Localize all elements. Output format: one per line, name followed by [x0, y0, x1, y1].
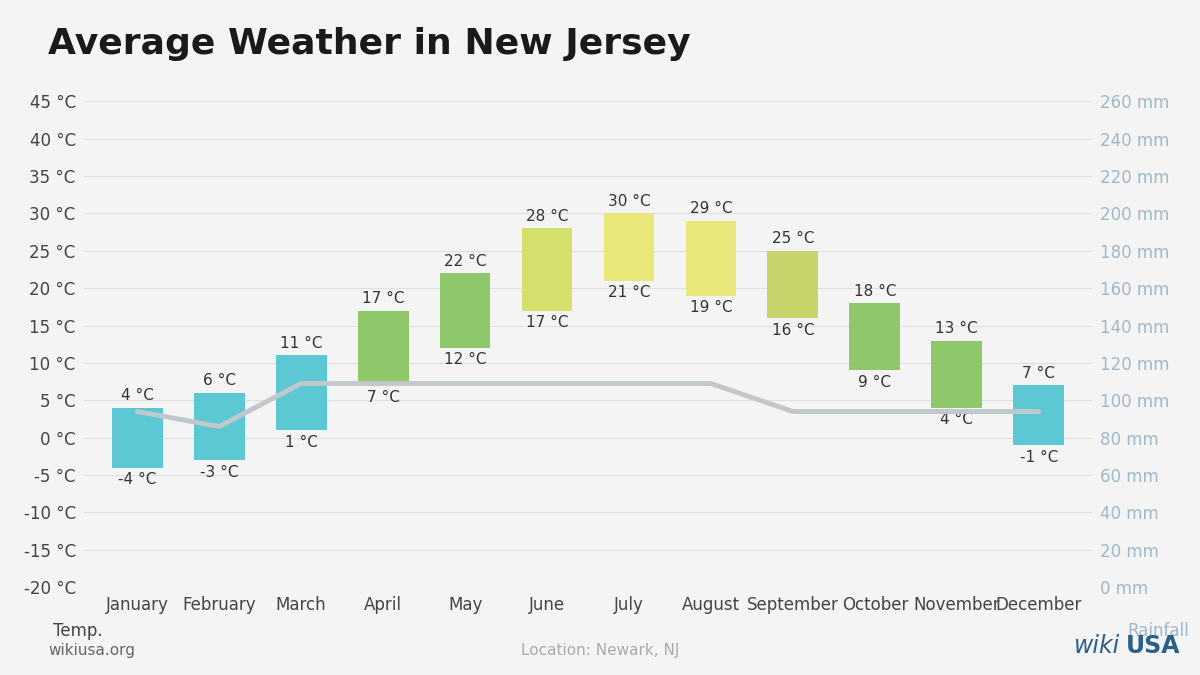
Text: 4 °C: 4 °C: [941, 412, 973, 427]
Text: USA: USA: [1126, 634, 1180, 658]
Text: 12 °C: 12 °C: [444, 352, 486, 367]
Text: 17 °C: 17 °C: [526, 315, 569, 330]
Text: 18 °C: 18 °C: [853, 284, 896, 298]
Text: -3 °C: -3 °C: [200, 464, 239, 480]
Text: 28 °C: 28 °C: [526, 209, 569, 224]
Bar: [1013, 385, 1064, 446]
Text: 4 °C: 4 °C: [121, 388, 154, 404]
Text: wikiusa.org: wikiusa.org: [48, 643, 134, 658]
Text: 22 °C: 22 °C: [444, 254, 486, 269]
Text: Rainfall: Rainfall: [1127, 622, 1189, 640]
Bar: [439, 273, 491, 348]
Bar: [522, 228, 572, 310]
Text: 6 °C: 6 °C: [203, 373, 235, 388]
Text: 30 °C: 30 °C: [607, 194, 650, 209]
Text: 13 °C: 13 °C: [936, 321, 978, 336]
Text: wiki: wiki: [1074, 634, 1121, 658]
Text: 11 °C: 11 °C: [280, 336, 323, 351]
Bar: [358, 310, 408, 385]
Text: 7 °C: 7 °C: [367, 390, 400, 405]
Bar: [768, 251, 818, 318]
Bar: [194, 393, 245, 460]
Bar: [850, 303, 900, 371]
Text: 29 °C: 29 °C: [690, 201, 732, 217]
Text: Temp.: Temp.: [53, 622, 103, 640]
Text: Location: Newark, NJ: Location: Newark, NJ: [521, 643, 679, 658]
Text: 17 °C: 17 °C: [362, 291, 404, 306]
Bar: [604, 213, 654, 281]
Text: -1 °C: -1 °C: [1020, 450, 1058, 464]
Text: 7 °C: 7 °C: [1022, 366, 1055, 381]
Text: Average Weather in New Jersey: Average Weather in New Jersey: [48, 27, 691, 61]
Bar: [112, 408, 163, 468]
Bar: [685, 221, 737, 296]
Text: 9 °C: 9 °C: [858, 375, 892, 390]
Text: 1 °C: 1 °C: [284, 435, 318, 450]
Text: 16 °C: 16 °C: [772, 323, 814, 338]
Bar: [276, 356, 326, 430]
Text: 21 °C: 21 °C: [607, 285, 650, 300]
Text: 25 °C: 25 °C: [772, 232, 814, 246]
Text: 19 °C: 19 °C: [690, 300, 732, 315]
Bar: [931, 340, 982, 408]
Text: -4 °C: -4 °C: [118, 472, 156, 487]
